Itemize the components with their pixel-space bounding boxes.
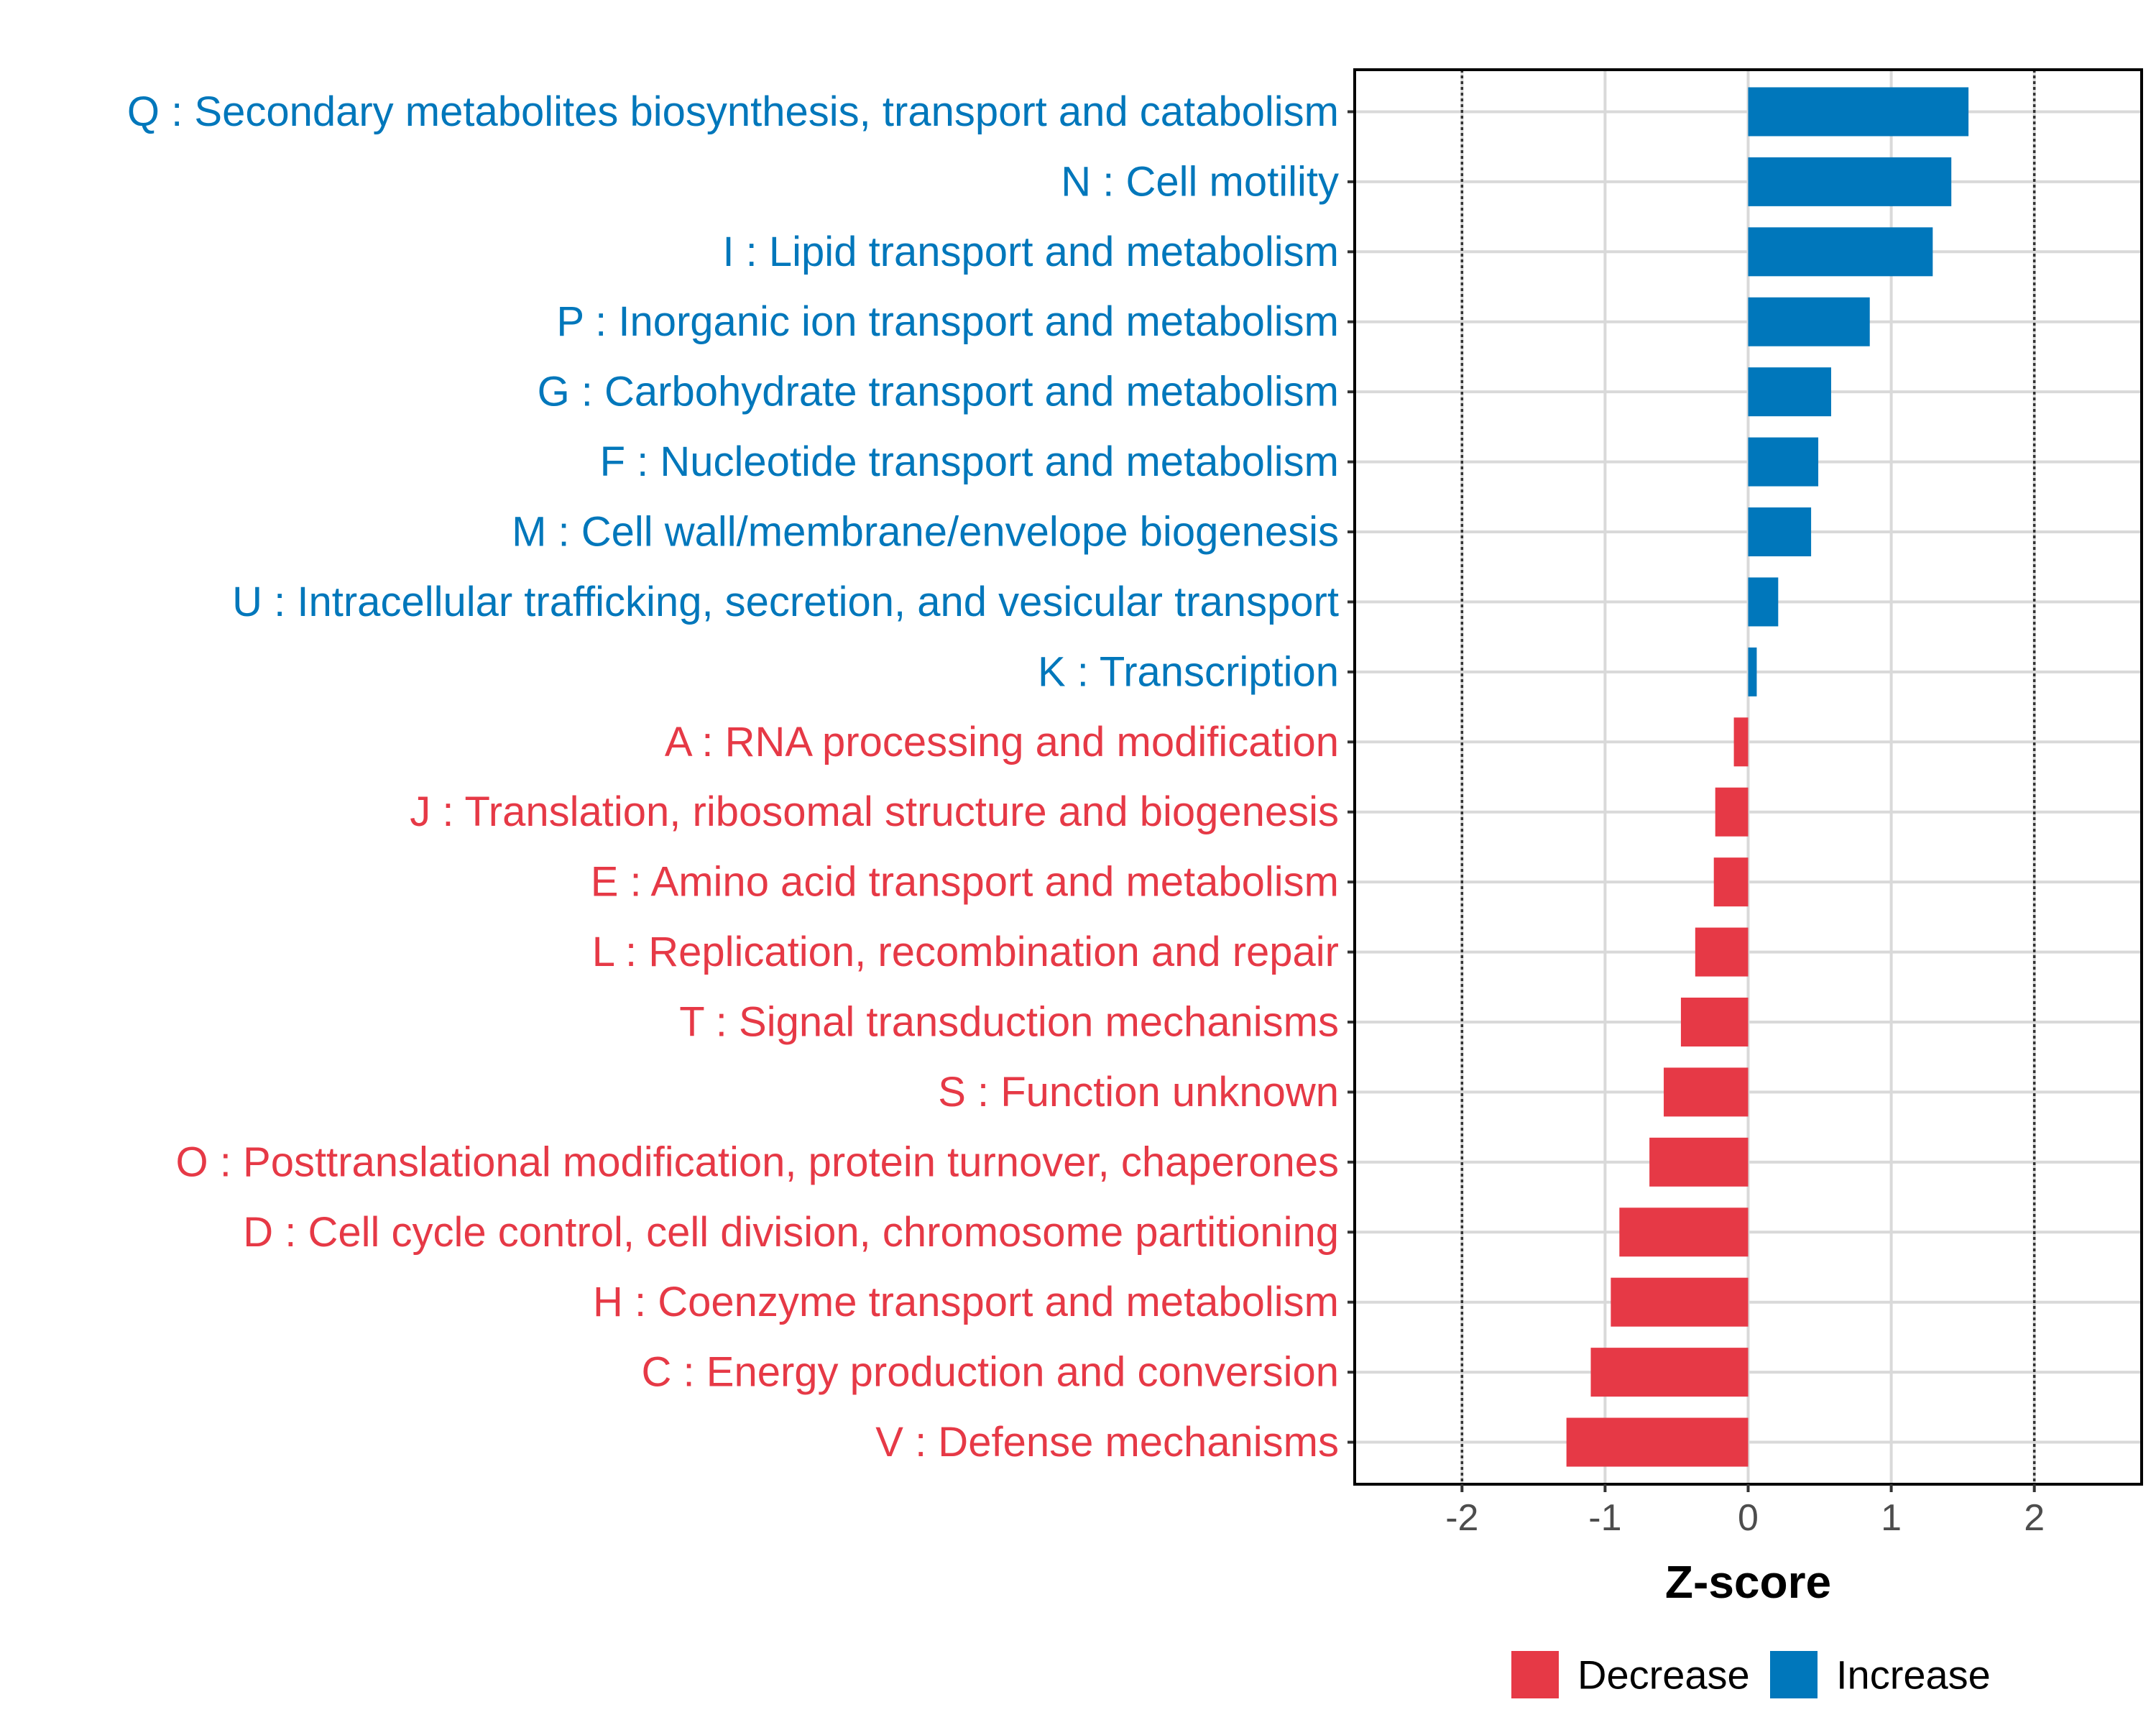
category-label: Q : Secondary metabolites biosynthesis, … xyxy=(127,88,1339,135)
bar-decrease xyxy=(1715,787,1749,837)
category-label: T : Signal transduction mechanisms xyxy=(679,998,1339,1045)
bar-increase xyxy=(1748,507,1812,557)
bar-increase xyxy=(1748,87,1969,137)
bars xyxy=(1566,87,1969,1467)
x-tick-label: 1 xyxy=(1881,1497,1902,1539)
bar-increase xyxy=(1748,437,1819,487)
bar-increase xyxy=(1748,227,1933,277)
category-label: M : Cell wall/membrane/envelope biogenes… xyxy=(512,509,1339,556)
category-label: V : Defense mechanisms xyxy=(875,1419,1339,1466)
legend: Decrease Increase xyxy=(1511,1651,1991,1698)
bar-decrease xyxy=(1619,1208,1749,1257)
category-label: G : Carbohydrate transport and metabolis… xyxy=(538,369,1339,415)
bar-decrease xyxy=(1695,927,1749,977)
category-label: F : Nucleotide transport and metabolism xyxy=(600,438,1339,485)
bar-decrease xyxy=(1680,997,1749,1046)
bar-decrease xyxy=(1611,1277,1749,1327)
category-label: J : Translation, ribosomal structure and… xyxy=(410,788,1339,835)
legend-label-increase: Increase xyxy=(1836,1652,1991,1698)
category-labels: Q : Secondary metabolites biosynthesis, … xyxy=(127,88,1339,1466)
category-label: D : Cell cycle control, cell division, c… xyxy=(243,1209,1339,1256)
category-label: S : Function unknown xyxy=(938,1069,1339,1116)
category-label: C : Energy production and conversion xyxy=(642,1349,1339,1396)
category-label: A : RNA processing and modification xyxy=(665,719,1339,765)
x-tick-label: -1 xyxy=(1588,1497,1621,1539)
bar-increase xyxy=(1748,577,1779,627)
category-label: U : Intracellular trafficking, secretion… xyxy=(232,579,1339,625)
legend-label-decrease: Decrease xyxy=(1577,1652,1750,1698)
category-label: N : Cell motility xyxy=(1061,158,1339,205)
legend-swatch-decrease xyxy=(1511,1651,1559,1698)
bar-increase xyxy=(1748,297,1870,346)
category-label: K : Transcription xyxy=(1038,648,1339,695)
category-label: L : Replication, recombination and repai… xyxy=(592,929,1339,975)
bar-decrease xyxy=(1733,717,1749,767)
bar-decrease xyxy=(1566,1417,1749,1467)
bar-increase xyxy=(1748,647,1757,696)
bar-decrease xyxy=(1590,1348,1749,1397)
category-label: E : Amino acid transport and metabolism xyxy=(591,859,1339,906)
category-label: I : Lipid transport and metabolism xyxy=(722,229,1339,275)
x-tick-label: -2 xyxy=(1445,1497,1478,1539)
x-axis-ticks: -2 -1 0 1 2 xyxy=(1445,1484,2045,1539)
x-tick-label: 0 xyxy=(1738,1497,1759,1539)
x-tick-label: 2 xyxy=(2024,1497,2045,1539)
bar-increase xyxy=(1748,157,1952,206)
category-label: O : Posttranslational modification, prot… xyxy=(176,1138,1339,1185)
x-axis-title: Z-score xyxy=(1665,1556,1831,1608)
bar-decrease xyxy=(1649,1137,1749,1187)
legend-swatch-increase xyxy=(1770,1651,1818,1698)
category-label: P : Inorganic ion transport and metaboli… xyxy=(556,298,1339,345)
bar-increase xyxy=(1748,367,1831,417)
category-label: H : Coenzyme transport and metabolism xyxy=(593,1279,1339,1325)
bar-decrease xyxy=(1664,1067,1749,1117)
bar-decrease xyxy=(1713,857,1749,907)
